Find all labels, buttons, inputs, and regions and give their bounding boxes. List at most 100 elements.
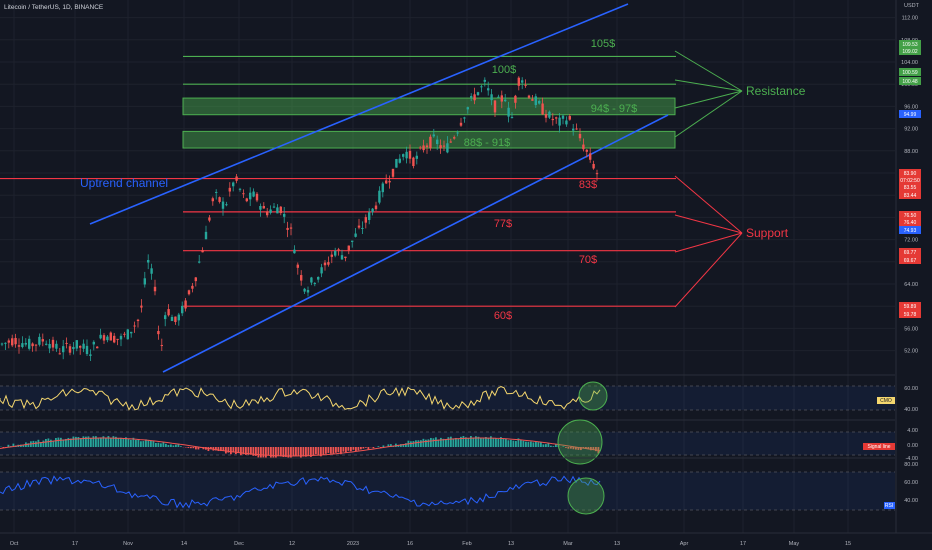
- candle-body: [191, 285, 194, 289]
- price-tick-label: 64.00: [904, 282, 918, 288]
- macd-bar: [507, 440, 510, 447]
- candle-body: [147, 260, 150, 263]
- macd-bar: [100, 437, 102, 447]
- price-badge: [899, 310, 921, 318]
- price-badge-label: 76.50: [904, 213, 917, 219]
- macd-bar: [167, 445, 170, 447]
- macd-bar: [302, 447, 305, 457]
- macd-bar: [470, 436, 472, 447]
- macd-bar: [482, 437, 485, 447]
- candle-body: [589, 153, 592, 160]
- macd-bar: [572, 447, 575, 450]
- candle-body: [330, 254, 333, 257]
- candle-body: [289, 227, 293, 229]
- macd-bar: [170, 444, 172, 447]
- candle-body: [487, 88, 490, 91]
- macd-bar: [445, 439, 447, 447]
- macd-bar: [187, 447, 190, 448]
- candle-body: [595, 173, 599, 175]
- candle-body: [143, 278, 146, 285]
- candle-body: [374, 205, 378, 210]
- macd-bar: [285, 447, 287, 457]
- pane-tick-label: 60.00: [904, 480, 918, 486]
- candle-body: [340, 255, 344, 260]
- macd-bar: [510, 439, 512, 447]
- macd-bar: [80, 438, 82, 447]
- candle-body: [538, 100, 541, 104]
- candle-body: [218, 197, 221, 202]
- macd-bar: [87, 436, 90, 447]
- candle-body: [439, 145, 442, 149]
- candle-body: [442, 145, 446, 147]
- trend-channel: [89, 3, 669, 373]
- price-axis: 112.00108.00104.00100.0096.0092.0088.008…: [895, 0, 921, 533]
- macd-bar: [327, 447, 330, 453]
- level-label: 100$: [492, 64, 516, 76]
- time-tick-label: 14: [181, 541, 187, 547]
- price-badge: [899, 256, 921, 264]
- macd-bar: [82, 436, 85, 447]
- macd-bar: [405, 443, 407, 447]
- candle-body: [17, 345, 21, 347]
- macd-bar: [282, 447, 285, 458]
- candle-body: [164, 315, 167, 320]
- channel-label: Uptrend channel: [80, 176, 168, 190]
- candle-body: [398, 158, 401, 163]
- candle-body: [510, 117, 514, 119]
- candle-body: [204, 231, 208, 240]
- macd-bar: [127, 438, 130, 447]
- macd-bar: [217, 447, 220, 452]
- macd-bar: [367, 447, 370, 450]
- candle-body: [38, 336, 41, 345]
- macd-bar: [497, 438, 500, 447]
- candle-body: [500, 95, 503, 102]
- macd-bar: [40, 442, 42, 447]
- candle-body: [24, 342, 27, 345]
- indicator-macd: 4.00 0.00 -4.00 Signal line: [0, 419, 918, 465]
- candle-body: [96, 346, 99, 349]
- candle-body: [133, 325, 136, 327]
- macd-bar: [62, 439, 65, 447]
- macd-bar: [272, 447, 275, 459]
- candle-body: [565, 120, 568, 125]
- macd-bar: [147, 440, 150, 447]
- channel-upper-line: [89, 3, 629, 225]
- macd-bar: [297, 447, 300, 457]
- macd-bar: [417, 440, 420, 447]
- candle-body: [368, 212, 371, 220]
- price-badge: [899, 183, 921, 191]
- macd-bar: [570, 447, 572, 449]
- macd-bar: [427, 439, 430, 447]
- candle-body: [102, 335, 106, 341]
- candle-body: [493, 100, 497, 113]
- macd-bar: [57, 437, 60, 447]
- price-tick-label: 88.00: [904, 149, 918, 155]
- macd-bar: [225, 447, 227, 454]
- price-tick-label: 56.00: [904, 326, 918, 332]
- resistance-label: Resistance: [746, 84, 806, 98]
- macd-bar: [75, 436, 77, 447]
- macd-bar: [197, 447, 200, 450]
- macd-bar: [142, 441, 145, 447]
- macd-bar: [545, 444, 547, 447]
- pane-badge: [863, 443, 895, 450]
- macd-bar: [67, 437, 70, 447]
- macd-bar: [535, 441, 537, 447]
- macd-bar: [47, 438, 50, 447]
- macd-bar: [360, 447, 362, 450]
- macd-bar: [250, 447, 252, 455]
- candle-body: [585, 149, 588, 152]
- macd-bar: [152, 441, 155, 447]
- macd-bar: [512, 440, 515, 447]
- macd-bar: [397, 444, 400, 447]
- time-axis: Oct 17 Nov 14 Dec 12 2023 16 Feb 13 Mar 13 Apr 17 May 1…: [0, 532, 932, 547]
- candle-body: [310, 277, 313, 283]
- level-label: 94$ - 97$: [591, 103, 637, 115]
- macd-bar: [315, 447, 317, 455]
- macd-bar: [422, 438, 425, 447]
- candle-body: [157, 330, 160, 335]
- macd-bar: [575, 447, 577, 450]
- price-badge-label: 76.40: [904, 220, 917, 226]
- macd-bar: [515, 440, 517, 447]
